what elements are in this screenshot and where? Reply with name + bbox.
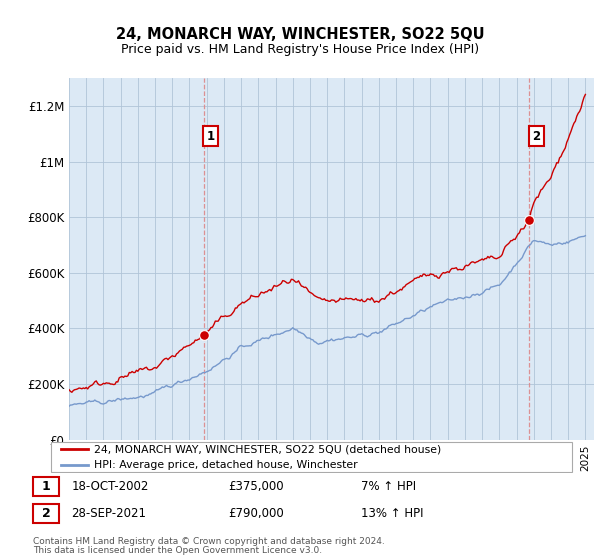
Text: 18-OCT-2002: 18-OCT-2002 bbox=[71, 480, 149, 493]
Text: Contains HM Land Registry data © Crown copyright and database right 2024.: Contains HM Land Registry data © Crown c… bbox=[33, 538, 385, 547]
Text: 1: 1 bbox=[41, 480, 50, 493]
Text: This data is licensed under the Open Government Licence v3.0.: This data is licensed under the Open Gov… bbox=[33, 545, 322, 555]
FancyBboxPatch shape bbox=[50, 442, 572, 472]
Text: Price paid vs. HM Land Registry's House Price Index (HPI): Price paid vs. HM Land Registry's House … bbox=[121, 43, 479, 56]
FancyBboxPatch shape bbox=[33, 504, 59, 523]
Text: £375,000: £375,000 bbox=[229, 480, 284, 493]
Text: 2: 2 bbox=[41, 507, 50, 520]
Text: 2: 2 bbox=[532, 130, 541, 143]
Text: £790,000: £790,000 bbox=[229, 507, 284, 520]
FancyBboxPatch shape bbox=[33, 477, 59, 496]
Text: 24, MONARCH WAY, WINCHESTER, SO22 5QU (detached house): 24, MONARCH WAY, WINCHESTER, SO22 5QU (d… bbox=[94, 445, 442, 455]
Text: 28-SEP-2021: 28-SEP-2021 bbox=[71, 507, 146, 520]
Text: HPI: Average price, detached house, Winchester: HPI: Average price, detached house, Winc… bbox=[94, 460, 358, 470]
Text: 1: 1 bbox=[206, 130, 215, 143]
Text: 13% ↑ HPI: 13% ↑ HPI bbox=[361, 507, 424, 520]
Text: 24, MONARCH WAY, WINCHESTER, SO22 5QU: 24, MONARCH WAY, WINCHESTER, SO22 5QU bbox=[116, 27, 484, 42]
Text: 7% ↑ HPI: 7% ↑ HPI bbox=[361, 480, 416, 493]
